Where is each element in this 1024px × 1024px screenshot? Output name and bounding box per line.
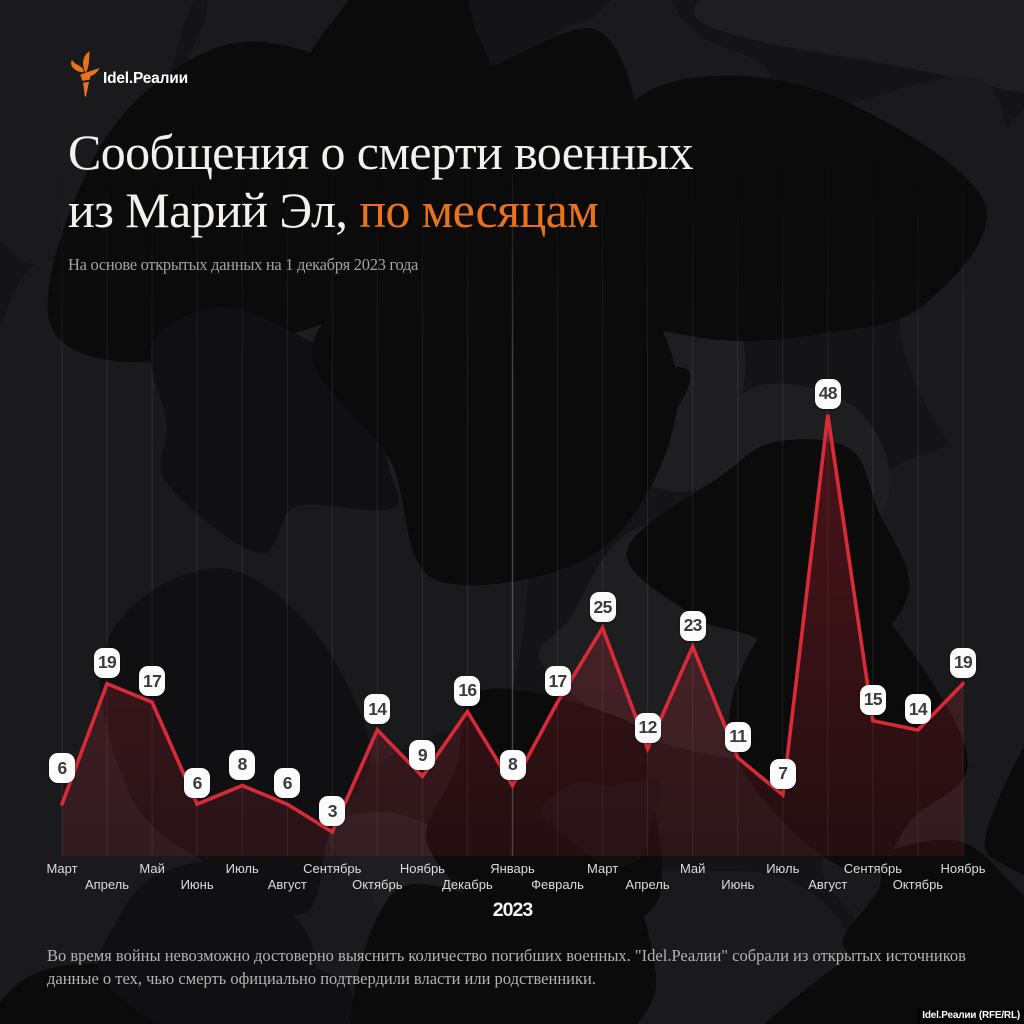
month-label: Июнь bbox=[180, 876, 214, 892]
value-label: 8 bbox=[499, 749, 526, 780]
footnote: Во время войны невозможно достоверно выя… bbox=[47, 944, 1007, 990]
value-label: 14 bbox=[364, 694, 391, 724]
data-line bbox=[60, 414, 965, 835]
value-label: 6 bbox=[274, 768, 301, 799]
month-label: Май bbox=[139, 861, 165, 876]
torch-icon bbox=[71, 51, 100, 97]
month-label: Март bbox=[587, 861, 619, 876]
month-label: Июнь bbox=[721, 876, 755, 892]
subtitle: На основе открытых данных на 1 декабря 2… bbox=[68, 255, 419, 274]
footnote-line1: Во время войны невозможно достоверно выя… bbox=[47, 946, 966, 965]
month-label: Апрель bbox=[84, 876, 130, 892]
value-label: 17 bbox=[544, 666, 571, 697]
month-label: Август bbox=[267, 876, 307, 892]
value-label: 12 bbox=[634, 712, 661, 743]
value-label: 25 bbox=[589, 592, 616, 622]
month-label: Июль bbox=[766, 861, 800, 876]
value-label: 6 bbox=[49, 753, 75, 784]
value-label: 9 bbox=[409, 740, 436, 771]
value-label: 3 bbox=[319, 796, 346, 826]
month-label: Сентябрь bbox=[303, 861, 362, 876]
page-title: Сообщения о смерти военных из Марий Эл, … bbox=[68, 123, 968, 239]
footnote-line2: данные о тех, чью смерть официально подт… bbox=[47, 969, 596, 988]
month-label: Октябрь bbox=[892, 876, 944, 892]
credit-badge: Idel.Реалии (RFE/RL) bbox=[917, 1008, 1024, 1024]
title-line1: Сообщения о смерти военных bbox=[68, 124, 694, 180]
value-label: 6 bbox=[184, 768, 211, 799]
value-label: 8 bbox=[229, 749, 256, 780]
value-label: 19 bbox=[94, 647, 120, 678]
month-label: Июль bbox=[225, 861, 259, 876]
value-label: 15 bbox=[859, 684, 886, 715]
value-label: 17 bbox=[139, 666, 166, 697]
area-fill bbox=[62, 414, 963, 856]
value-label: 19 bbox=[950, 647, 976, 678]
title-line2: из Марий Эл, bbox=[68, 182, 360, 238]
month-label: Октябрь bbox=[352, 876, 403, 892]
year-label: 2023 bbox=[492, 898, 533, 921]
title-accent: по месяцам bbox=[359, 182, 599, 238]
value-label: 23 bbox=[679, 610, 706, 641]
month-label: Май bbox=[679, 861, 706, 876]
value-label: 7 bbox=[769, 758, 796, 789]
month-label: Ноябрь bbox=[940, 861, 986, 876]
value-label: 48 bbox=[814, 378, 841, 409]
logo-text: Idel.Реалии bbox=[103, 70, 188, 87]
logo: Idel.Реалии bbox=[70, 51, 188, 99]
month-label: Сентябрь bbox=[843, 861, 903, 876]
month-label: Март bbox=[46, 861, 78, 876]
month-label: Апрель bbox=[625, 876, 670, 892]
value-label: 11 bbox=[724, 721, 751, 752]
value-label: 16 bbox=[454, 675, 481, 706]
month-label: Январь bbox=[490, 861, 535, 876]
month-label: Декабрь bbox=[442, 876, 493, 892]
month-label: Ноябрь bbox=[399, 861, 445, 876]
value-label: 14 bbox=[904, 694, 931, 724]
month-label: Февраль bbox=[531, 876, 584, 892]
month-label: Август bbox=[808, 876, 848, 892]
